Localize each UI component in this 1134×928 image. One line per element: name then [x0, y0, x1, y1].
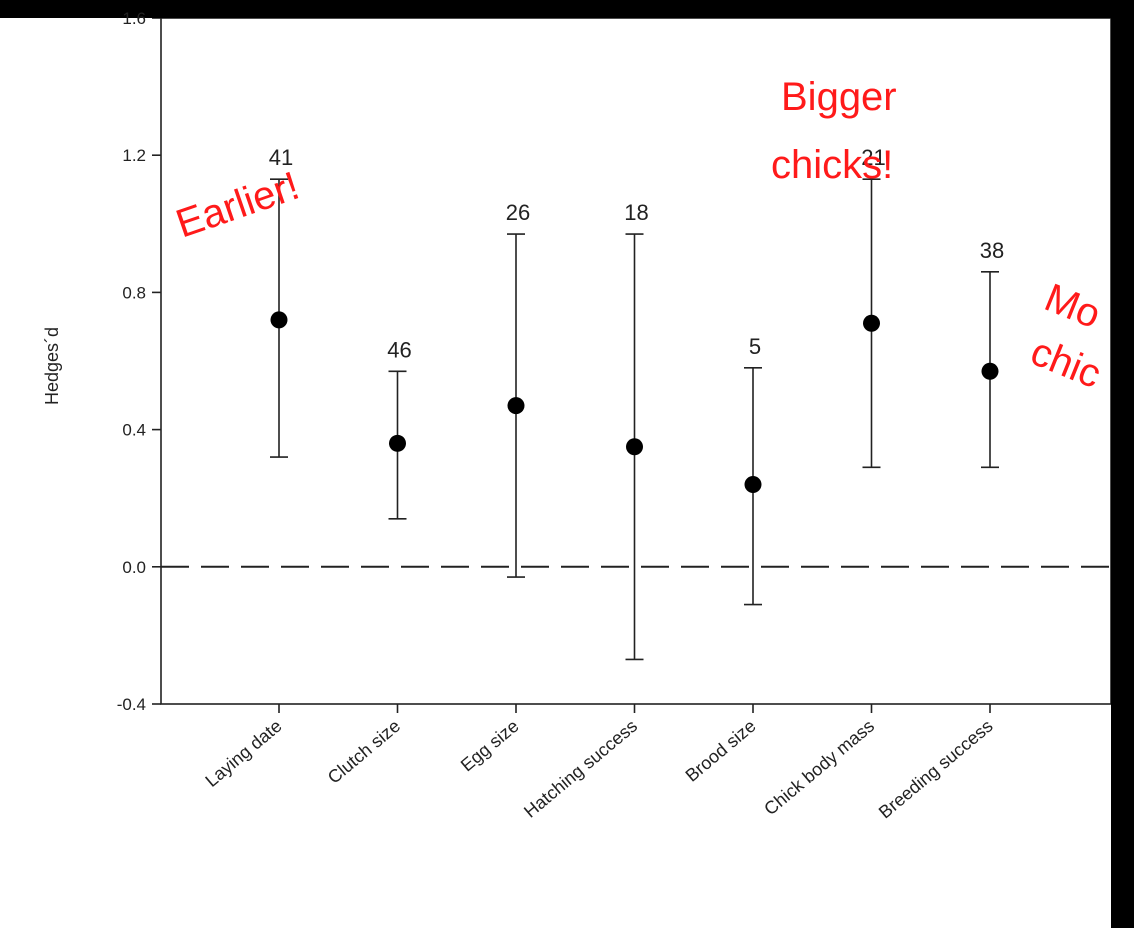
x-category-label: Brood size	[682, 716, 760, 786]
data-point	[981, 362, 999, 380]
x-category-label: Clutch size	[324, 716, 404, 788]
annotation-text: Earlier!	[171, 164, 305, 247]
y-tick-label: 1.2	[122, 146, 146, 165]
data-point	[744, 475, 762, 493]
x-category-label: Laying date	[201, 716, 285, 791]
y-tick-label: 0.0	[122, 558, 146, 577]
y-axis-ticks: -0.4 0.0 0.4 0.8 1.2	[117, 17, 161, 714]
y-tick-label: 0.8	[122, 283, 146, 302]
x-category-label: Breeding success	[875, 716, 997, 823]
data-point	[270, 311, 288, 329]
sample-size-label: 41	[269, 145, 293, 170]
data-point	[863, 314, 880, 332]
sample-size-label: 5	[749, 334, 761, 359]
x-category-label: Egg size	[457, 716, 523, 776]
data-point	[626, 438, 643, 456]
data-point	[507, 397, 525, 415]
x-category-label: Hatching success	[520, 716, 641, 822]
right-edge-black	[1111, 0, 1134, 928]
data-point	[389, 434, 406, 452]
annotation-text: Bigger	[781, 75, 897, 119]
plot-area	[160, 17, 1112, 705]
sample-size-label: 18	[624, 200, 648, 225]
sample-size-label: 26	[506, 200, 530, 225]
top-edge-black	[0, 0, 1134, 18]
sample-size-label: 21	[861, 145, 885, 170]
y-tick-label: -0.4	[117, 695, 146, 714]
annotation-text: chicks!	[771, 143, 893, 187]
sample-size-label: 38	[980, 238, 1004, 263]
y-tick-top-label: 1.6	[122, 9, 146, 28]
sample-size-label: 46	[387, 337, 411, 362]
data-marks: 41 46 26 18 5 21 38	[269, 145, 1004, 661]
y-tick-label: 0.4	[122, 421, 146, 440]
annotation-text: Mo	[1039, 276, 1107, 338]
annotation-text: chic	[1025, 330, 1107, 397]
x-category-label: Chick body mass	[760, 716, 878, 819]
y-axis-label: Hedges´d	[42, 327, 62, 405]
